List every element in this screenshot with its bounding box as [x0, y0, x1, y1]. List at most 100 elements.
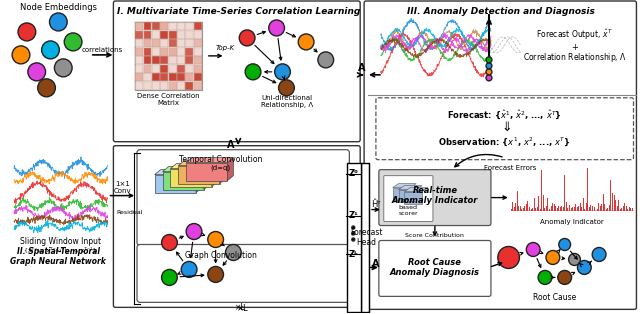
Bar — [348, 163, 361, 312]
Bar — [152, 31, 160, 39]
Circle shape — [225, 245, 241, 260]
Bar — [361, 163, 369, 312]
Bar — [161, 73, 168, 81]
Text: Observation: {$x^1$, $x^2$, ..., $x^T$}: Observation: {$x^1$, $x^2$, ..., $x^T$} — [438, 135, 571, 148]
Text: Graph Convolution: Graph Convolution — [184, 251, 257, 260]
Bar — [169, 48, 177, 56]
Polygon shape — [196, 170, 202, 192]
Circle shape — [577, 260, 591, 274]
Bar — [179, 166, 220, 184]
Bar — [194, 82, 202, 89]
Text: {xᵀ⁻ω, xᵀ⁻ω⁺¹, ..., xᵀ⁻¹}: {xᵀ⁻ω, xᵀ⁻ω⁺¹, ..., xᵀ⁻¹} — [24, 246, 97, 252]
Bar — [170, 169, 212, 187]
Polygon shape — [392, 184, 416, 187]
Circle shape — [538, 270, 552, 284]
Bar — [161, 22, 168, 30]
Circle shape — [186, 224, 202, 240]
Text: Forecast
Head: Forecast Head — [350, 228, 382, 247]
Text: Score Contribution: Score Contribution — [406, 233, 465, 238]
Bar — [135, 22, 202, 90]
Bar — [169, 65, 177, 73]
Bar — [144, 48, 152, 56]
Text: III. Anomaly Detection and Diagnosis: III. Anomaly Detection and Diagnosis — [407, 8, 595, 16]
Circle shape — [28, 63, 45, 81]
Bar — [194, 31, 202, 39]
Circle shape — [352, 232, 355, 235]
Text: (d=q): (d=q) — [211, 165, 230, 171]
FancyBboxPatch shape — [376, 98, 634, 160]
Text: Anomaly Indicator: Anomaly Indicator — [540, 219, 604, 225]
Bar — [186, 73, 193, 81]
FancyBboxPatch shape — [137, 245, 349, 302]
Bar — [177, 48, 185, 56]
Polygon shape — [227, 158, 234, 181]
Circle shape — [181, 262, 197, 278]
Circle shape — [208, 231, 223, 247]
Text: Z⁰: Z⁰ — [348, 169, 358, 178]
FancyBboxPatch shape — [379, 241, 491, 296]
Text: Forecast Output, $\hat{x}^T$: Forecast Output, $\hat{x}^T$ — [536, 28, 613, 42]
Bar — [135, 56, 143, 64]
Bar — [194, 22, 202, 30]
FancyBboxPatch shape — [113, 146, 360, 307]
Text: II. Spatial-Temporal
Graph Neural Network: II. Spatial-Temporal Graph Neural Networ… — [10, 247, 106, 266]
Bar — [152, 48, 160, 56]
Bar — [161, 48, 168, 56]
Polygon shape — [399, 186, 422, 190]
Circle shape — [568, 253, 580, 265]
Circle shape — [64, 33, 82, 51]
Bar — [135, 31, 143, 39]
Text: 1×1
Conv: 1×1 Conv — [113, 181, 131, 194]
Circle shape — [161, 235, 177, 251]
FancyBboxPatch shape — [364, 1, 636, 309]
Text: PCA-
based
scorer: PCA- based scorer — [399, 199, 418, 216]
Circle shape — [269, 20, 284, 36]
Text: Forecast: {$\hat{x}^1$, $\hat{x}^2$, ..., $\hat{x}^T$}: Forecast: {$\hat{x}^1$, $\hat{x}^2$, ...… — [447, 108, 562, 121]
Bar — [186, 82, 193, 89]
Bar — [194, 39, 202, 47]
Bar — [186, 31, 193, 39]
Bar — [163, 172, 204, 190]
Bar — [161, 82, 168, 89]
Bar — [177, 65, 185, 73]
Bar — [144, 39, 152, 47]
Text: correlations: correlations — [82, 47, 124, 53]
Bar — [169, 39, 177, 47]
Bar — [152, 56, 160, 64]
Bar — [152, 39, 160, 47]
Circle shape — [12, 46, 30, 64]
Bar — [392, 187, 410, 200]
Text: Real-time
Anomaly Indicator: Real-time Anomaly Indicator — [392, 186, 478, 205]
Bar — [177, 31, 185, 39]
Polygon shape — [155, 170, 202, 175]
Bar — [169, 82, 177, 89]
Bar — [169, 73, 177, 81]
Bar — [135, 39, 143, 47]
Text: I. Multivariate Time-Series Correlation Learning: I. Multivariate Time-Series Correlation … — [116, 8, 360, 16]
Circle shape — [278, 80, 294, 96]
Text: Node Embeddings: Node Embeddings — [20, 3, 97, 13]
Text: A: A — [358, 63, 366, 73]
Bar — [177, 56, 185, 64]
Bar — [161, 65, 168, 73]
Bar — [144, 82, 152, 89]
Bar — [186, 65, 193, 73]
Bar — [135, 48, 143, 56]
Bar — [186, 56, 193, 64]
Text: +: + — [571, 43, 578, 52]
Bar — [177, 73, 185, 81]
Circle shape — [239, 30, 255, 46]
Polygon shape — [220, 161, 225, 184]
Circle shape — [275, 64, 291, 80]
FancyBboxPatch shape — [113, 1, 360, 142]
Circle shape — [18, 23, 36, 41]
Circle shape — [298, 34, 314, 50]
Bar — [135, 73, 143, 81]
Circle shape — [498, 246, 520, 268]
Bar — [152, 65, 160, 73]
Circle shape — [245, 64, 261, 80]
Polygon shape — [186, 158, 234, 163]
Bar — [194, 65, 202, 73]
Bar — [144, 65, 152, 73]
Circle shape — [559, 239, 571, 251]
